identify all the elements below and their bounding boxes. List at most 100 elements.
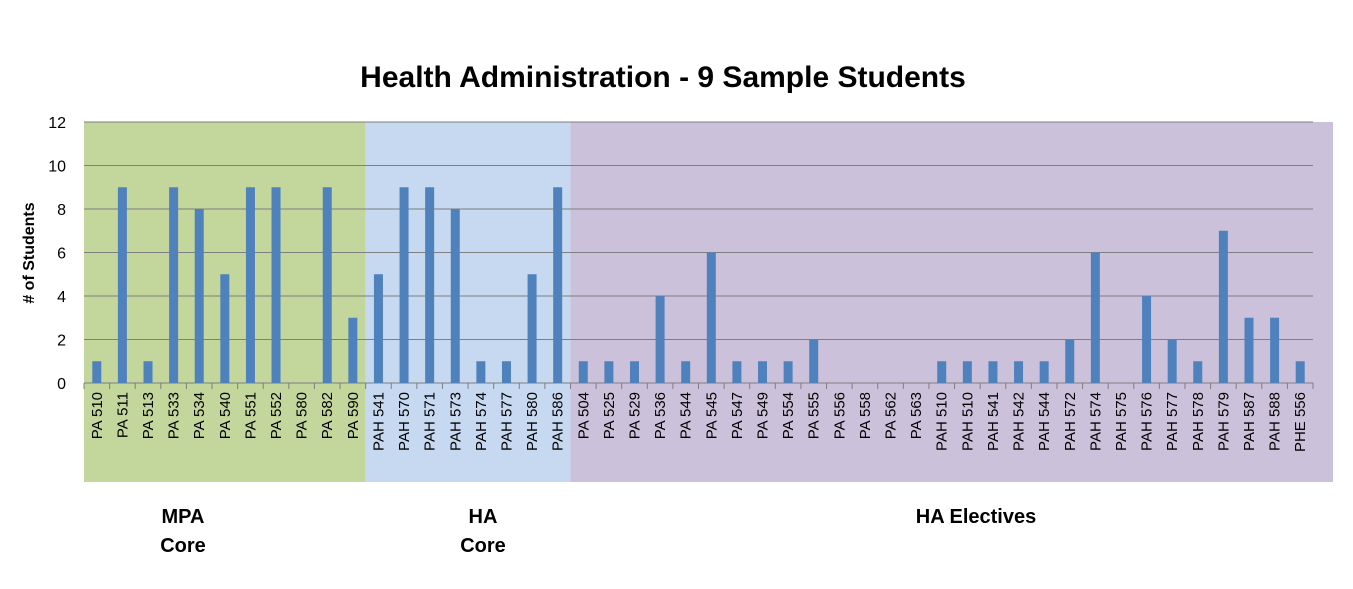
x-tick-label: PAH 588 bbox=[1267, 392, 1284, 451]
group-label-line: Core bbox=[160, 535, 206, 557]
group-label-line: HA bbox=[469, 506, 498, 528]
x-tick-label: PA 540 bbox=[217, 392, 234, 439]
bar bbox=[1142, 296, 1152, 383]
x-tick-label: PA 580 bbox=[294, 392, 311, 439]
x-tick-label: PAH 572 bbox=[1062, 392, 1079, 451]
bar bbox=[1065, 339, 1075, 383]
bar bbox=[1167, 339, 1177, 383]
bar bbox=[655, 296, 665, 383]
bar bbox=[92, 361, 102, 383]
bar bbox=[1244, 317, 1254, 383]
group-label-2: HA Electives bbox=[916, 506, 1036, 528]
x-tick-label: PAH 571 bbox=[422, 392, 439, 451]
x-tick-label: PA 547 bbox=[729, 392, 746, 439]
x-tick-label: PAH 575 bbox=[1113, 392, 1130, 451]
x-tick-label: PAH 578 bbox=[1190, 392, 1207, 451]
bar bbox=[1270, 317, 1280, 383]
x-tick-label: PA 544 bbox=[678, 392, 695, 439]
group-label-1: HA Core bbox=[460, 506, 506, 557]
group-labels: MPA Core HA Core HA Electives bbox=[160, 506, 1036, 557]
bar bbox=[706, 252, 716, 383]
bar bbox=[271, 187, 281, 383]
bar bbox=[425, 187, 435, 383]
x-tick-label: PA 513 bbox=[140, 392, 157, 439]
bar bbox=[1193, 361, 1203, 383]
bar bbox=[169, 187, 179, 383]
y-tick-label: 0 bbox=[57, 376, 66, 393]
x-tick-label: PA 558 bbox=[857, 392, 874, 439]
y-tick-label: 8 bbox=[57, 202, 66, 219]
x-tick-label: PAH 573 bbox=[447, 392, 464, 451]
y-tick-label: 2 bbox=[57, 333, 66, 350]
x-tick-label: PAH 579 bbox=[1215, 392, 1232, 451]
x-tick-label: PA 536 bbox=[652, 392, 669, 439]
bar bbox=[604, 361, 614, 383]
x-axis-categories: PA 510 PA 511 PA 513 PA 533 PA 534 PA 540 PA 5… bbox=[89, 392, 1309, 452]
bar bbox=[1014, 361, 1024, 383]
x-tick-label: PAH 580 bbox=[524, 392, 541, 451]
x-tick-label: PAH 542 bbox=[1011, 392, 1028, 451]
bar bbox=[783, 361, 793, 383]
bar bbox=[1090, 252, 1100, 383]
group-band-2 bbox=[570, 122, 1333, 482]
x-tick-label: PA 549 bbox=[755, 392, 772, 439]
x-tick-label: PA 563 bbox=[908, 392, 925, 439]
bar bbox=[143, 361, 153, 383]
group-label-line: Core bbox=[460, 535, 506, 557]
bar bbox=[194, 209, 204, 383]
x-tick-label: PA 510 bbox=[89, 392, 106, 439]
x-tick-label: PAH 577 bbox=[1164, 392, 1181, 451]
x-tick-label: PA 562 bbox=[883, 392, 900, 439]
group-label-line: HA Electives bbox=[916, 506, 1036, 528]
x-tick-label: PA 511 bbox=[114, 392, 131, 438]
x-tick-label: PAH 574 bbox=[1087, 392, 1104, 451]
x-tick-label: PA 529 bbox=[626, 392, 643, 439]
x-tick-label: PA 582 bbox=[319, 392, 336, 439]
x-tick-label: PAH 544 bbox=[1036, 392, 1053, 451]
bar bbox=[578, 361, 588, 383]
bar bbox=[373, 274, 383, 383]
bar bbox=[809, 339, 819, 383]
group-label-0: MPA Core bbox=[160, 506, 206, 557]
x-tick-label: PAH 587 bbox=[1241, 392, 1258, 451]
bar bbox=[988, 361, 998, 383]
group-label-line: MPA bbox=[162, 506, 205, 528]
y-tick-label: 4 bbox=[57, 289, 66, 306]
bar bbox=[117, 187, 127, 383]
bar bbox=[322, 187, 332, 383]
bar bbox=[527, 274, 537, 383]
bar bbox=[348, 317, 358, 383]
bar bbox=[1218, 230, 1228, 383]
chart-title: Health Administration - 9 Sample Student… bbox=[360, 61, 966, 94]
x-tick-label: PAH 576 bbox=[1139, 392, 1156, 451]
y-tick-label: 10 bbox=[48, 159, 66, 176]
bar bbox=[399, 187, 409, 383]
x-tick-label: PHE 556 bbox=[1292, 392, 1309, 452]
x-tick-label: PA 534 bbox=[191, 392, 208, 439]
x-tick-label: PAH 541 bbox=[985, 392, 1002, 451]
bar bbox=[937, 361, 947, 383]
x-tick-label: PA 552 bbox=[268, 392, 285, 439]
y-axis-ticks: 0 2 4 6 8 10 12 bbox=[48, 115, 66, 393]
x-tick-label: PA 555 bbox=[806, 392, 823, 439]
x-tick-label: PA 554 bbox=[780, 392, 797, 439]
bar bbox=[501, 361, 511, 383]
x-tick-label: PA 545 bbox=[703, 392, 720, 439]
x-tick-label: PA 533 bbox=[166, 392, 183, 439]
bar bbox=[681, 361, 691, 383]
x-tick-label: PA 525 bbox=[601, 392, 618, 439]
x-tick-label: PAH 570 bbox=[396, 392, 413, 451]
x-tick-label: PAH 510 bbox=[959, 392, 976, 451]
x-tick-label: PAH 574 bbox=[473, 392, 490, 451]
x-tick-label: PAH 586 bbox=[550, 392, 567, 451]
bar bbox=[962, 361, 972, 383]
x-tick-label: PA 551 bbox=[242, 392, 259, 439]
bar bbox=[758, 361, 768, 383]
x-tick-label: PAH 577 bbox=[498, 392, 515, 451]
x-tick-label: PA 556 bbox=[831, 392, 848, 439]
gridlines bbox=[83, 121, 1314, 389]
y-tick-label: 12 bbox=[48, 115, 66, 132]
x-tick-label: PA 590 bbox=[345, 392, 362, 439]
bar bbox=[1295, 361, 1305, 383]
